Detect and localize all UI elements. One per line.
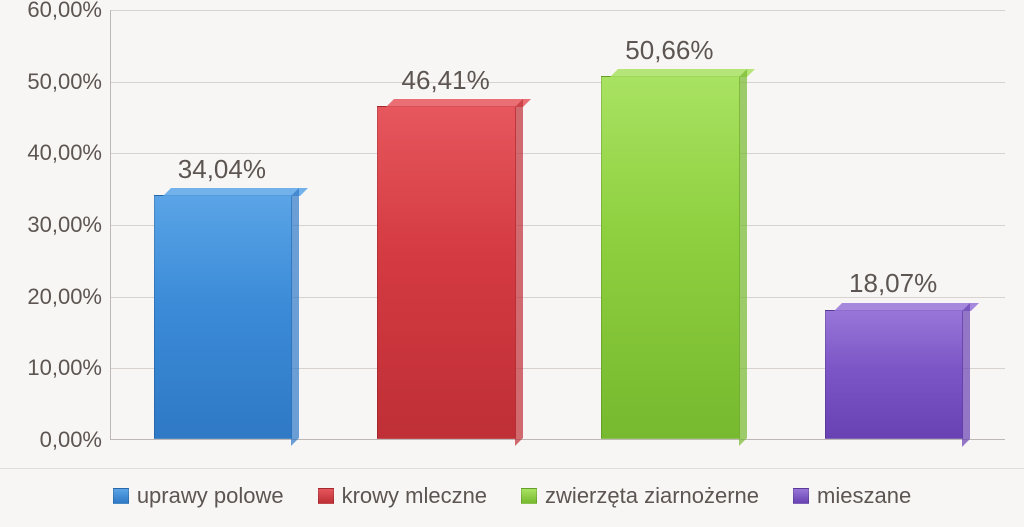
bar-side-face xyxy=(962,303,970,447)
bar-top-face xyxy=(834,303,979,311)
bar-side-face xyxy=(291,188,299,446)
legend-swatch xyxy=(318,488,334,504)
y-tick-label: 10,00% xyxy=(7,355,102,381)
legend-swatch xyxy=(793,488,809,504)
legend-item-krowy_mleczne: krowy mleczne xyxy=(318,483,487,509)
grid-line xyxy=(111,82,1005,83)
grid-line xyxy=(111,10,1005,11)
legend: uprawy polowe krowy mleczne zwierzęta ziar… xyxy=(0,468,1024,523)
plot-area xyxy=(110,10,1005,440)
y-tick-label: 50,00% xyxy=(7,69,102,95)
legend-label: zwierzęta ziarnożerne xyxy=(545,483,759,509)
legend-item-zwierzeta_ziarnozerne: zwierzęta ziarnożerne xyxy=(521,483,759,509)
y-tick-label: 20,00% xyxy=(7,284,102,310)
bar-mieszane xyxy=(825,310,964,440)
y-tick-label: 40,00% xyxy=(7,140,102,166)
data-label-uprawy_polowe: 34,04% xyxy=(178,154,266,185)
bar-side-face xyxy=(739,69,747,446)
legend-item-mieszane: mieszane xyxy=(793,483,911,509)
data-label-zwierzeta_ziarnozerne: 50,66% xyxy=(625,35,713,66)
data-label-mieszane: 18,07% xyxy=(849,268,937,299)
legend-label: mieszane xyxy=(817,483,911,509)
bar-top-face xyxy=(610,69,755,77)
data-label-krowy_mleczne: 46,41% xyxy=(402,65,490,96)
y-tick-label: 60,00% xyxy=(7,0,102,23)
bar-top-face xyxy=(163,188,308,196)
legend-item-uprawy_polowe: uprawy polowe xyxy=(113,483,284,509)
bar-zwierzeta_ziarnozerne xyxy=(601,76,740,439)
bar-uprawy_polowe xyxy=(154,195,293,439)
legend-label: krowy mleczne xyxy=(342,483,487,509)
legend-label: uprawy polowe xyxy=(137,483,284,509)
chart-container: uprawy polowe krowy mleczne zwierzęta ziar… xyxy=(0,0,1024,527)
bar-krowy_mleczne xyxy=(377,106,516,439)
bar-top-face xyxy=(386,99,531,107)
legend-swatch xyxy=(113,488,129,504)
y-tick-label: 0,00% xyxy=(7,427,102,453)
y-tick-label: 30,00% xyxy=(7,212,102,238)
bar-side-face xyxy=(515,99,523,446)
legend-swatch xyxy=(521,488,537,504)
